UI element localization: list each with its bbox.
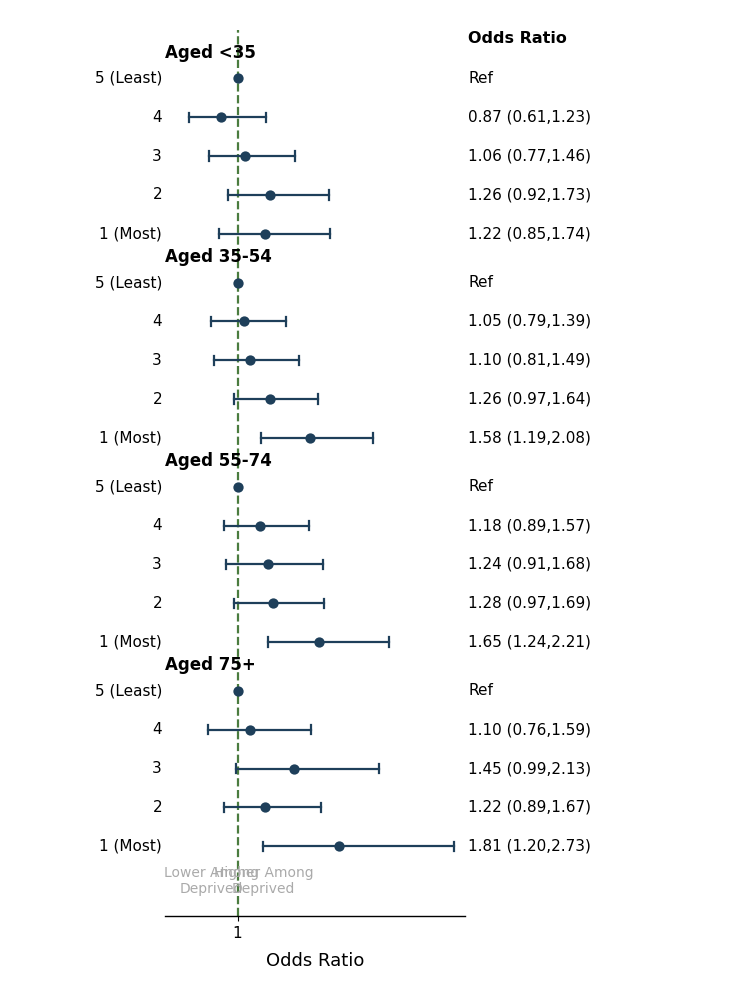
Text: Ref: Ref [468, 275, 493, 291]
X-axis label: Odds Ratio: Odds Ratio [266, 952, 364, 970]
Text: 4: 4 [152, 722, 162, 737]
Text: 1 (Most): 1 (Most) [99, 634, 162, 649]
Point [244, 353, 256, 368]
Text: 4: 4 [152, 314, 162, 329]
Point [313, 634, 325, 650]
Text: Aged <35: Aged <35 [165, 44, 256, 62]
Text: 1.81 (1.20,2.73): 1.81 (1.20,2.73) [468, 838, 591, 854]
Point [244, 722, 256, 738]
Text: 3: 3 [152, 353, 162, 367]
Text: 3: 3 [152, 149, 162, 164]
Point [232, 71, 244, 87]
Text: Aged 75+: Aged 75+ [165, 656, 256, 675]
Text: 1.22 (0.85,1.74): 1.22 (0.85,1.74) [468, 227, 591, 241]
Text: 5 (Least): 5 (Least) [94, 275, 162, 291]
Point [232, 683, 244, 698]
Text: 3: 3 [152, 557, 162, 572]
Point [254, 518, 266, 534]
Text: 1.65 (1.24,2.21): 1.65 (1.24,2.21) [468, 634, 591, 649]
Text: 1.05 (0.79,1.39): 1.05 (0.79,1.39) [468, 314, 591, 329]
Text: 1 (Most): 1 (Most) [99, 430, 162, 445]
Text: 1.28 (0.97,1.69): 1.28 (0.97,1.69) [468, 596, 591, 611]
Point [264, 391, 276, 407]
Point [232, 275, 244, 291]
Text: Lower Among
Deprived: Lower Among Deprived [164, 866, 259, 896]
Text: 1 (Most): 1 (Most) [99, 838, 162, 854]
Text: Ref: Ref [468, 684, 493, 698]
Text: 0.87 (0.61,1.23): 0.87 (0.61,1.23) [468, 109, 591, 125]
Text: 1.26 (0.97,1.64): 1.26 (0.97,1.64) [468, 392, 591, 407]
Text: 5 (Least): 5 (Least) [94, 684, 162, 698]
Text: Ref: Ref [468, 71, 493, 86]
Text: 3: 3 [152, 761, 162, 776]
Text: 5 (Least): 5 (Least) [94, 480, 162, 494]
Text: 1.10 (0.76,1.59): 1.10 (0.76,1.59) [468, 722, 591, 737]
Point [333, 838, 345, 854]
Point [238, 313, 250, 329]
Text: 5 (Least): 5 (Least) [94, 71, 162, 86]
Text: 1 (Most): 1 (Most) [99, 227, 162, 241]
Text: Odds Ratio: Odds Ratio [468, 32, 567, 46]
Text: Ref: Ref [468, 480, 493, 494]
Text: 2: 2 [152, 392, 162, 407]
Text: 1.10 (0.81,1.49): 1.10 (0.81,1.49) [468, 353, 591, 367]
Text: 1.18 (0.89,1.57): 1.18 (0.89,1.57) [468, 518, 591, 533]
Text: 1.58 (1.19,2.08): 1.58 (1.19,2.08) [468, 430, 591, 445]
Text: 1.24 (0.91,1.68): 1.24 (0.91,1.68) [468, 557, 591, 572]
Text: 1.26 (0.92,1.73): 1.26 (0.92,1.73) [468, 187, 591, 202]
Point [239, 148, 251, 164]
Text: 1.45 (0.99,2.13): 1.45 (0.99,2.13) [468, 761, 591, 776]
Point [264, 187, 276, 203]
Point [232, 479, 244, 494]
Point [288, 760, 300, 776]
Text: Aged 35-54: Aged 35-54 [165, 248, 272, 266]
Point [304, 430, 316, 446]
Text: 2: 2 [152, 187, 162, 202]
Text: 4: 4 [152, 109, 162, 125]
Text: 4: 4 [152, 518, 162, 533]
Text: Higher Among
Deprived: Higher Among Deprived [214, 866, 314, 896]
Text: 1.06 (0.77,1.46): 1.06 (0.77,1.46) [468, 149, 591, 164]
Point [266, 595, 278, 611]
Text: 1.22 (0.89,1.67): 1.22 (0.89,1.67) [468, 800, 591, 815]
Point [262, 557, 274, 572]
Text: Aged 55-74: Aged 55-74 [165, 452, 272, 470]
Point [215, 109, 227, 125]
Point [259, 800, 271, 816]
Point [259, 226, 271, 241]
Text: 2: 2 [152, 800, 162, 815]
Text: 2: 2 [152, 596, 162, 611]
